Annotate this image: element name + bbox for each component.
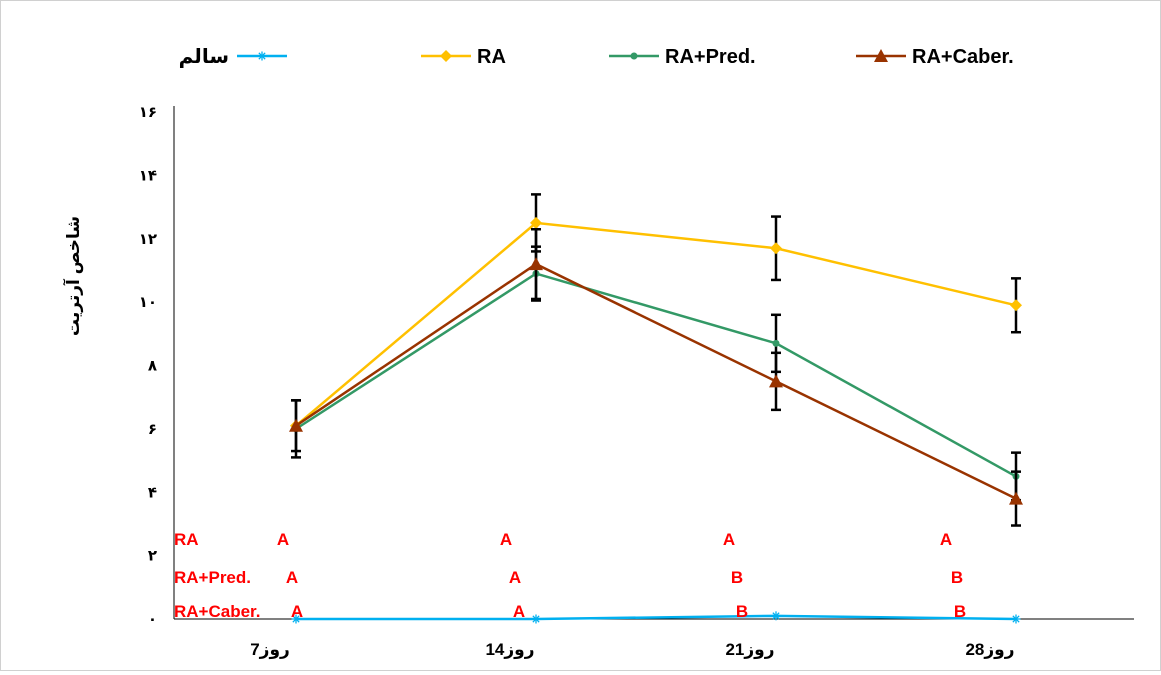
diamond-marker	[440, 50, 452, 62]
series-layer	[289, 193, 1023, 624]
triangle-marker	[769, 374, 783, 388]
y-axis-label: شاخص آرتریت	[62, 216, 84, 336]
x-tick-label: روز7	[250, 640, 290, 660]
series-line	[295, 221, 1017, 427]
asterisk-marker	[531, 614, 541, 624]
diamond-marker	[770, 242, 782, 255]
asterisk-stroke	[292, 615, 300, 623]
y-tick-label: ۱۲	[139, 231, 157, 248]
asterisk-stroke	[532, 615, 540, 623]
y-tick-label: ۸	[148, 358, 157, 375]
significance-letter: A	[509, 568, 521, 587]
asterisk-marker	[1011, 614, 1021, 624]
legend-label: RA+Caber.	[912, 46, 1014, 68]
significance-letter: B	[954, 602, 966, 621]
series-RA	[290, 193, 1022, 432]
significance-letter: A	[291, 602, 303, 621]
significance-letter: A	[286, 568, 298, 587]
series-line	[296, 614, 1017, 621]
circle-marker	[772, 339, 780, 347]
series-line	[295, 262, 1017, 500]
asterisk-stroke	[1012, 615, 1020, 623]
y-tick-label: ۲	[148, 548, 157, 565]
y-tick-label: ۴	[148, 484, 157, 501]
triangle-marker	[289, 418, 303, 432]
series-RA+Pred.	[291, 245, 1021, 502]
legend-item: RA	[421, 46, 506, 68]
asterisk-marker	[257, 51, 267, 61]
legend-label: RA+Pred.	[665, 46, 756, 68]
significance-letter: B	[736, 602, 748, 621]
y-axis-ticks: ۰ ۲ ۴ ۶ ۸ ۱۰ ۱۲ ۱۴ ۱۶	[139, 104, 157, 628]
y-tick-label: ۱۴	[139, 167, 157, 184]
y-tick-label: ۱۰	[139, 294, 157, 311]
annotation-row-label: RA+Pred.	[174, 568, 251, 587]
series-line	[295, 272, 1017, 478]
y-tick-label: ۰	[148, 611, 157, 628]
diamond-marker	[1010, 299, 1022, 312]
series-سالم	[291, 611, 1021, 624]
legend: سالم RA RA+Pred. RA+Caber.	[179, 46, 1014, 68]
legend-item: RA+Caber.	[856, 46, 1014, 68]
significance-letter: A	[723, 530, 735, 549]
annotation-row-label: RA+Caber.	[174, 602, 260, 621]
legend-label: سالم	[179, 46, 229, 68]
y-tick-label: ۶	[148, 421, 157, 438]
significance-letter: B	[951, 568, 963, 587]
significance-letter: A	[513, 602, 525, 621]
triangle-marker	[874, 49, 888, 62]
axes	[173, 106, 1134, 620]
x-axis-ticks: روز7 روز14 روز21 روز28	[250, 640, 1014, 660]
diamond-marker	[530, 216, 542, 229]
significance-letter: B	[731, 568, 743, 587]
legend-item: RA+Pred.	[609, 46, 756, 68]
triangle-marker	[1009, 491, 1023, 505]
asterisk-marker	[771, 611, 781, 621]
legend-label: RA	[477, 46, 506, 68]
asterisk-marker	[291, 614, 301, 624]
legend-item: سالم	[179, 46, 287, 68]
significance-letter: A	[500, 530, 512, 549]
y-tick-label: ۱۶	[139, 104, 157, 121]
annotation-row-label: RA	[174, 530, 199, 549]
x-tick-label: روز28	[965, 640, 1014, 660]
significance-annotations: RA A A A ARA+Pred. A A B BRA+Caber. A A B B	[174, 530, 966, 621]
significance-letter: A	[277, 530, 289, 549]
significance-letter: A	[940, 530, 952, 549]
triangle-marker	[529, 257, 543, 271]
series-RA+Caber.	[289, 227, 1023, 527]
x-tick-label: روز21	[725, 640, 774, 660]
asterisk-stroke	[258, 52, 266, 60]
circle-marker	[630, 52, 638, 60]
x-tick-label: روز14	[485, 640, 534, 660]
asterisk-stroke	[772, 612, 780, 620]
